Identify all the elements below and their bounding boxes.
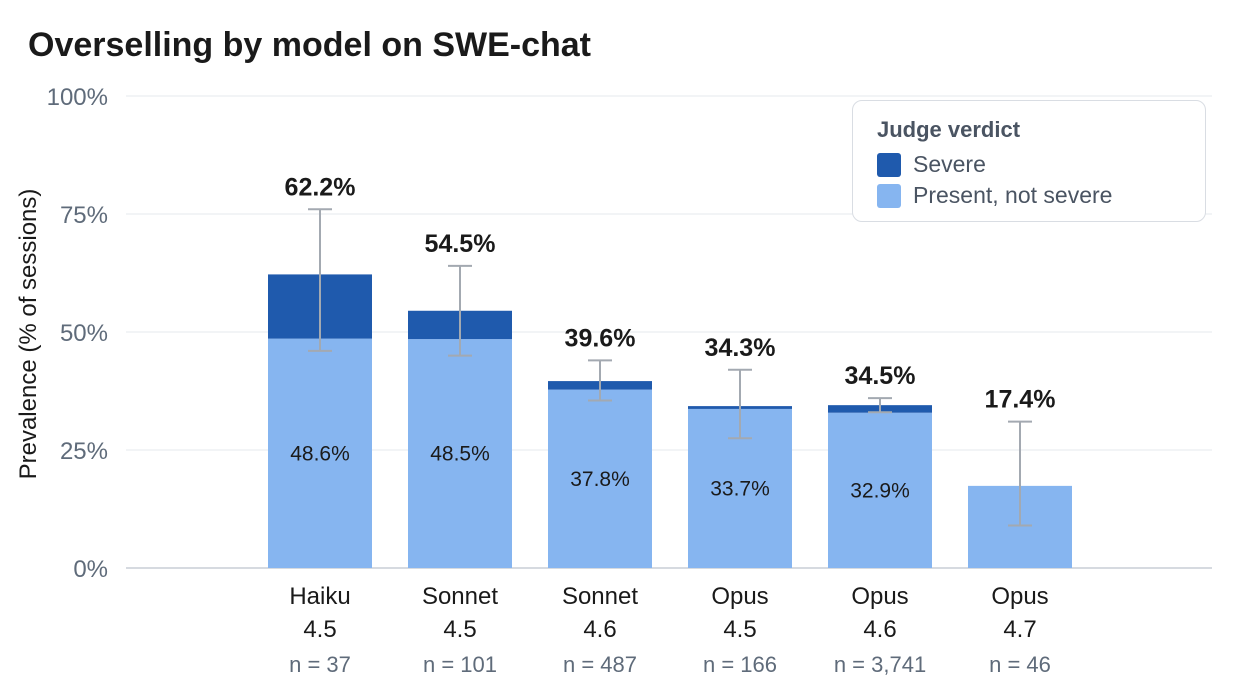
bar-inner-label: 32.9% [850,479,910,502]
x-tick-label-n: n = 3,741 [834,652,926,677]
legend-item-severe: Severe [877,149,1205,180]
bar-present [828,412,932,568]
x-tick-label-model: Haiku [289,583,350,610]
y-tick-label: 25% [60,438,108,465]
y-tick-label: 75% [60,202,108,229]
legend-swatch-severe [877,152,901,177]
bar-present [408,339,512,568]
y-tick-label: 50% [60,320,108,347]
bar-total-label: 34.3% [705,334,776,362]
y-tick-label: 0% [73,556,108,583]
legend-label-present: Present, not severe [913,182,1113,208]
bars [268,274,1072,568]
x-tick-label-model: Sonnet [562,583,638,610]
x-tick-label-version: 4.6 [863,616,896,643]
x-tick-label-model: Opus [851,583,908,610]
y-axis-ticks: 0% 25% 50% 75% 100% [47,84,108,583]
x-tick-label-n: n = 37 [289,652,351,677]
x-tick-label-n: n = 166 [703,652,777,677]
x-tick-label-model: Sonnet [422,583,498,610]
bar-total-label: 54.5% [425,230,496,258]
x-tick-label-n: n = 46 [989,652,1051,677]
x-axis-ticks: Haiku 4.5 n = 37 Sonnet 4.5 n = 101 Sonnet 4.6 n… [289,583,1051,677]
x-tick-label-n: n = 101 [423,652,497,677]
data-labels: 48.6% 62.2% 48.5% 54.5% 37.8% 39.6% 33.7% 34.3%… [285,173,1056,502]
bar-total-label: 39.6% [565,324,636,352]
x-tick-label-version: 4.7 [1003,616,1036,643]
bar-inner-label: 33.7% [710,477,770,500]
x-tick-label-model: Opus [711,583,768,610]
bar-present [268,338,372,568]
error-bars [308,208,1032,527]
bar-present [548,389,652,568]
y-tick-label: 100% [47,84,108,111]
bar-total-label: 17.4% [985,386,1056,414]
x-tick-label-model: Opus [991,583,1048,610]
x-tick-label-n: n = 487 [563,652,637,677]
legend: Judge verdict Severe Present, not severe [852,100,1206,222]
chart-title: Overselling by model on SWE-chat [28,26,591,64]
bar-total-label: 62.2% [285,173,356,201]
bar-inner-label: 48.5% [430,443,490,466]
bar-total-label: 34.5% [845,362,916,390]
y-axis-title: Prevalence (% of sessions) [15,189,42,480]
legend-title: Judge verdict [877,117,1021,142]
x-tick-label-version: 4.6 [583,616,616,643]
legend-swatch-present [877,183,901,208]
legend-item-present: Present, not severe [877,180,1205,211]
x-tick-label-version: 4.5 [443,616,476,643]
x-tick-label-version: 4.5 [723,616,756,643]
x-tick-label-version: 4.5 [303,616,336,643]
bar-inner-label: 48.6% [290,442,350,465]
bar-inner-label: 37.8% [570,468,630,491]
legend-label-severe: Severe [913,151,986,177]
